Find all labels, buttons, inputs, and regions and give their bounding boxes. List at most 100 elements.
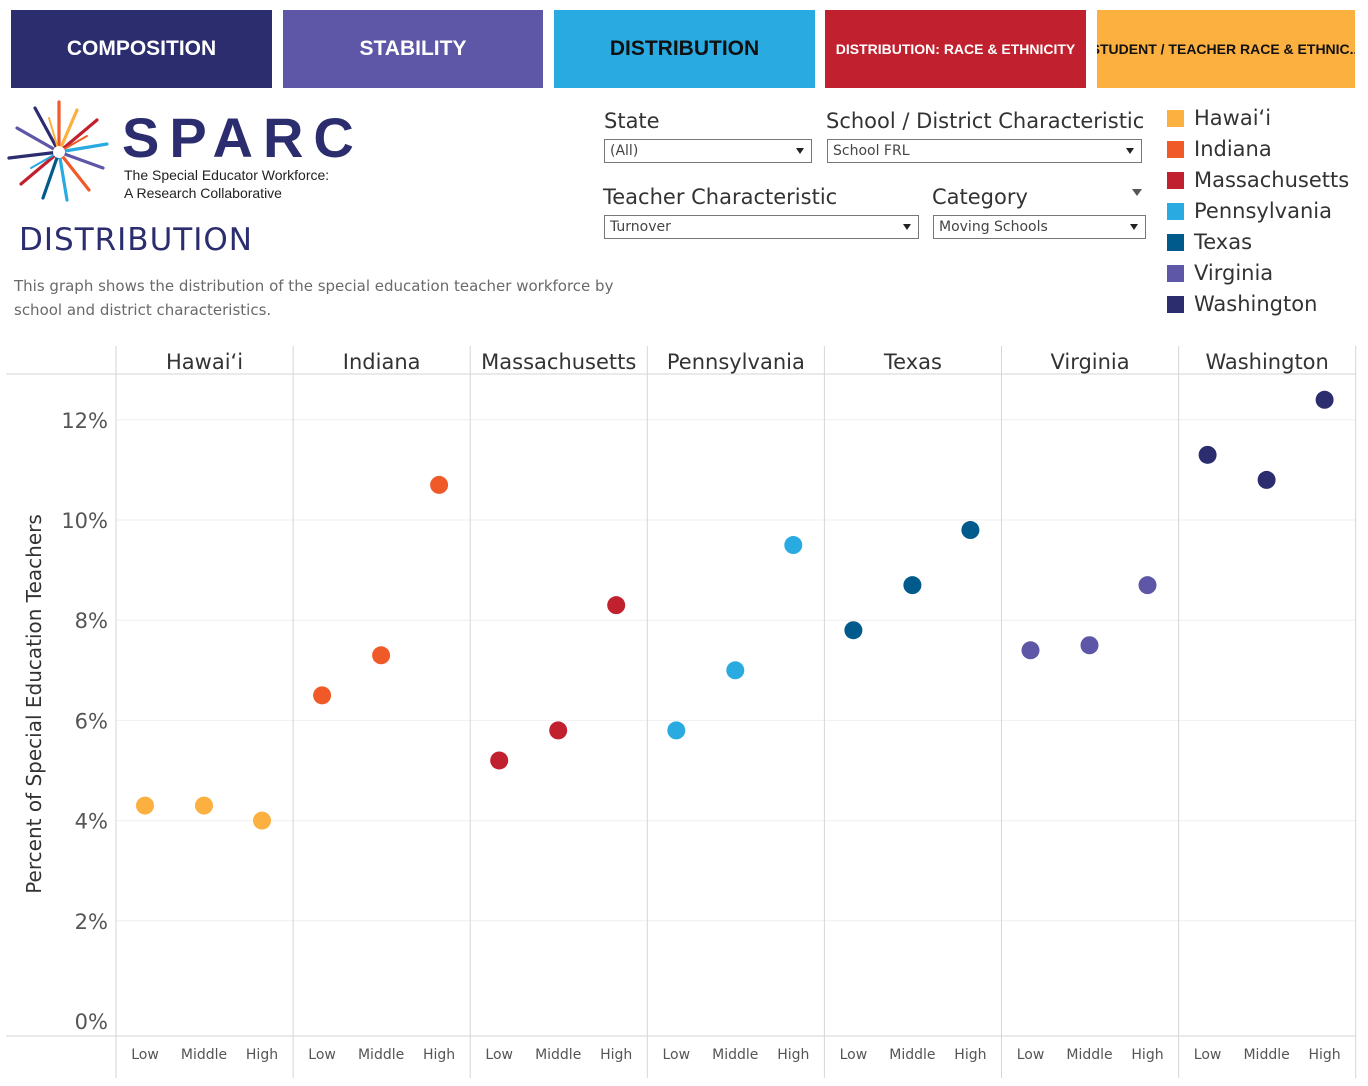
x-tick-label: Middle xyxy=(712,1047,758,1063)
legend-swatch xyxy=(1167,295,1184,313)
data-point[interactable] xyxy=(1138,576,1157,595)
data-point[interactable] xyxy=(844,621,863,640)
chevron-down-icon xyxy=(1126,148,1134,154)
sparc-logo-burst-icon xyxy=(7,100,109,202)
x-tick-label: Low xyxy=(840,1047,868,1063)
x-tick-label: Middle xyxy=(358,1047,404,1063)
legend-label: Texas xyxy=(1194,230,1253,254)
legend-item-hawaii[interactable]: Hawaiʻi xyxy=(1167,105,1271,131)
y-tick-label: 6% xyxy=(75,709,108,733)
tab-composition[interactable]: COMPOSITION xyxy=(11,10,272,88)
x-tick-label: High xyxy=(246,1047,278,1063)
x-tick-label: High xyxy=(423,1047,455,1063)
logo-subtitle-line2: A Research Collaborative xyxy=(124,185,282,201)
logo-subtitle-line1: The Special Educator Workforce: xyxy=(124,167,330,183)
category-dropdown[interactable]: Moving Schools xyxy=(933,215,1146,239)
category-value: Moving Schools xyxy=(939,219,1048,235)
legend-swatch xyxy=(1167,171,1184,189)
legend-label: Indiana xyxy=(1194,137,1272,161)
sparc-logo-wordmark: SPARC xyxy=(122,106,364,169)
panel-header-1: Indiana xyxy=(343,350,421,374)
data-point[interactable] xyxy=(784,536,803,555)
data-point[interactable] xyxy=(607,596,626,615)
x-tick-label: Low xyxy=(131,1047,159,1063)
data-point[interactable] xyxy=(726,661,745,680)
panel-header-4: Texas xyxy=(883,350,942,374)
legend-item-texas[interactable]: Texas xyxy=(1167,229,1252,255)
data-point[interactable] xyxy=(490,751,509,770)
x-tick-label: Low xyxy=(1017,1047,1045,1063)
y-tick-label: 12% xyxy=(61,409,108,433)
data-point[interactable] xyxy=(1021,641,1040,660)
state-filter-dropdown[interactable]: (All) xyxy=(604,139,812,163)
chevron-down-icon xyxy=(1130,224,1138,230)
data-point[interactable] xyxy=(253,811,271,830)
data-point[interactable] xyxy=(667,721,686,740)
legend-item-washington[interactable]: Washington xyxy=(1167,291,1317,317)
legend-label: Virginia xyxy=(1194,261,1274,285)
chevron-down-icon xyxy=(903,224,911,230)
x-tick-label: Low xyxy=(308,1047,336,1063)
teacher-characteristic-label: Teacher Characteristic xyxy=(603,185,838,209)
x-tick-label: Middle xyxy=(889,1047,935,1063)
data-point[interactable] xyxy=(1257,470,1276,489)
panel-header-3: Pennsylvania xyxy=(667,350,805,374)
tab-distribution[interactable]: DISTRIBUTION xyxy=(554,10,815,88)
y-tick-label: 10% xyxy=(61,509,108,533)
x-tick-label: Middle xyxy=(535,1047,581,1063)
x-tick-label: High xyxy=(954,1047,986,1063)
x-tick-label: Low xyxy=(1194,1047,1222,1063)
x-tick-label: Middle xyxy=(1243,1047,1289,1063)
school-characteristic-value: School FRL xyxy=(833,143,910,159)
x-tick-label: Middle xyxy=(181,1047,227,1063)
legend-swatch xyxy=(1167,264,1184,282)
data-point[interactable] xyxy=(549,721,568,740)
school-characteristic-dropdown[interactable]: School FRL xyxy=(827,139,1142,163)
data-point[interactable] xyxy=(195,796,213,815)
tab-student-teacher-race-ethnicity[interactable]: STUDENT / TEACHER RACE & ETHNIC... xyxy=(1097,10,1355,88)
x-tick-label: Middle xyxy=(1066,1047,1112,1063)
panel-header-5: Virginia xyxy=(1050,350,1129,374)
data-point[interactable] xyxy=(903,576,922,595)
data-point[interactable] xyxy=(961,521,980,540)
legend-item-indiana[interactable]: Indiana xyxy=(1167,136,1272,162)
tab-distribution-race-ethnicity[interactable]: DISTRIBUTION: RACE & ETHNICITY xyxy=(825,10,1086,88)
legend-swatch xyxy=(1167,109,1184,127)
distribution-scatter-chart: 0% 2% 4% 6% 8% 10% 12% Percent of Special Educa… xyxy=(6,346,1357,1078)
x-tick-label: High xyxy=(1131,1047,1163,1063)
legend-label: Hawaiʻi xyxy=(1194,106,1272,130)
y-tick-label: 0% xyxy=(75,1010,108,1034)
y-tick-label: 8% xyxy=(75,609,108,633)
legend-item-massachusetts[interactable]: Massachusetts xyxy=(1167,167,1349,193)
x-tick-label: Low xyxy=(485,1047,513,1063)
category-menu-icon[interactable] xyxy=(1132,189,1142,196)
data-point[interactable] xyxy=(136,796,154,815)
data-point[interactable] xyxy=(372,646,391,665)
legend-label: Massachusetts xyxy=(1194,168,1350,192)
category-label: Category xyxy=(932,185,1028,209)
teacher-characteristic-dropdown[interactable]: Turnover xyxy=(604,215,919,239)
data-point[interactable] xyxy=(430,475,449,494)
chevron-down-icon xyxy=(796,148,804,154)
x-tick-label: Low xyxy=(663,1047,691,1063)
y-axis-label: Percent of Special Education Teachers xyxy=(22,514,46,894)
data-point[interactable] xyxy=(1198,445,1217,464)
school-characteristic-label: School / District Characteristic xyxy=(826,109,1145,133)
y-tick-label: 4% xyxy=(75,810,108,834)
legend-item-virginia[interactable]: Virginia xyxy=(1167,260,1273,286)
x-tick-label: High xyxy=(1309,1047,1341,1063)
teacher-characteristic-value: Turnover xyxy=(610,219,671,235)
page-description: This graph shows the distribution of the… xyxy=(14,277,614,319)
panel-header-6: Washington xyxy=(1205,350,1328,374)
data-point[interactable] xyxy=(1315,390,1334,409)
legend-swatch xyxy=(1167,233,1184,251)
legend-item-pennsylvania[interactable]: Pennsylvania xyxy=(1167,198,1332,224)
data-point[interactable] xyxy=(313,686,332,705)
y-tick-label: 2% xyxy=(75,910,108,934)
tab-stability[interactable]: STABILITY xyxy=(283,10,543,88)
state-filter-value: (All) xyxy=(610,143,639,159)
page-title: DISTRIBUTION xyxy=(19,222,253,258)
panel-header-2: Massachusetts xyxy=(481,350,636,374)
data-point[interactable] xyxy=(1080,636,1099,655)
x-tick-label: High xyxy=(777,1047,809,1063)
